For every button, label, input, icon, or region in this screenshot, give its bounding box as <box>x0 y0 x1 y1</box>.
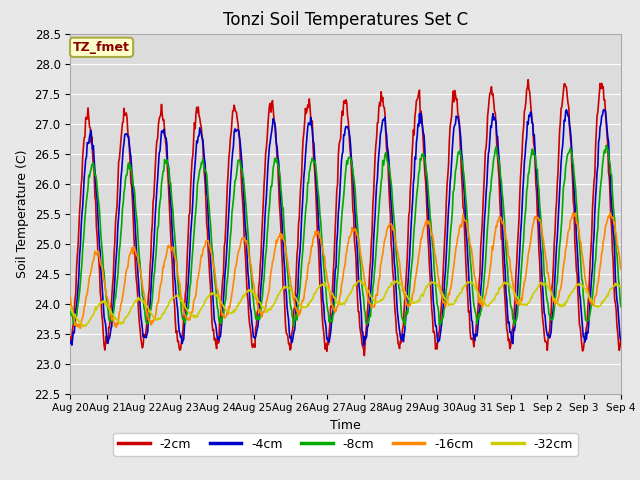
Text: TZ_fmet: TZ_fmet <box>73 41 130 54</box>
Legend: -2cm, -4cm, -8cm, -16cm, -32cm: -2cm, -4cm, -8cm, -16cm, -32cm <box>113 433 578 456</box>
Y-axis label: Soil Temperature (C): Soil Temperature (C) <box>16 149 29 278</box>
X-axis label: Time: Time <box>330 419 361 432</box>
Title: Tonzi Soil Temperatures Set C: Tonzi Soil Temperatures Set C <box>223 11 468 29</box>
